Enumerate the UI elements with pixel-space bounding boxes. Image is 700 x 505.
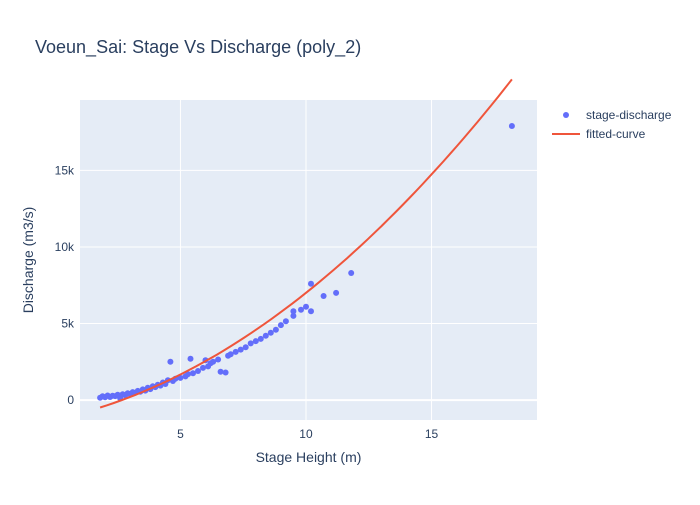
data-point — [247, 340, 254, 347]
y-tick-label: 10k — [55, 240, 75, 254]
y-tick-label: 5k — [61, 317, 75, 331]
data-point — [195, 368, 201, 374]
y-tick-label: 0 — [67, 393, 74, 407]
chart-title: Voeun_Sai: Stage Vs Discharge (poly_2) — [35, 37, 361, 58]
x-tick-label: 10 — [299, 427, 313, 441]
legend-marker — [563, 112, 569, 118]
data-point — [167, 358, 174, 365]
axes: 5 10 15 0 5k 10k 15k — [55, 163, 439, 441]
data-point — [185, 371, 191, 378]
data-point — [333, 289, 340, 296]
data-point — [277, 322, 284, 329]
data-point — [267, 329, 274, 336]
data-point — [200, 364, 206, 371]
series-layer — [97, 78, 515, 409]
gridlines — [80, 100, 537, 420]
legend-item-fitted-curve[interactable]: fitted-curve — [552, 127, 646, 141]
data-point — [508, 123, 515, 129]
data-point — [187, 355, 194, 362]
data-point — [308, 308, 314, 315]
data-point — [298, 306, 304, 313]
data-point — [308, 280, 314, 287]
y-axis-title: Discharge (m3/s) — [20, 207, 36, 314]
data-point — [272, 326, 279, 333]
data-point — [237, 346, 244, 353]
data-point — [290, 308, 297, 315]
data-point — [190, 370, 196, 377]
legend-item-stage-discharge[interactable]: stage-discharge — [563, 108, 672, 122]
data-point — [262, 332, 269, 339]
data-point — [242, 344, 249, 351]
data-point — [320, 293, 327, 299]
legend-label: stage-discharge — [586, 108, 672, 122]
data-point — [215, 356, 222, 363]
data-point — [348, 270, 355, 276]
y-tick-label: 15k — [55, 163, 75, 177]
data-point — [177, 374, 184, 381]
series-fitted-curve — [99, 78, 513, 409]
data-point — [282, 318, 289, 325]
data-point — [227, 351, 234, 358]
data-point — [290, 312, 297, 319]
data-point — [257, 335, 264, 342]
data-point — [217, 368, 224, 375]
x-axis-title: Stage Height (m) — [256, 449, 362, 465]
data-point — [210, 358, 217, 365]
x-tick-label: 15 — [425, 427, 439, 441]
plot-area — [80, 100, 537, 420]
x-tick-label: 5 — [177, 427, 184, 441]
data-point — [252, 338, 259, 345]
data-point — [222, 369, 229, 376]
data-point — [232, 348, 239, 355]
data-point — [303, 303, 309, 310]
legend-label: fitted-curve — [586, 127, 646, 141]
legend[interactable]: stage-discharge fitted-curve — [552, 108, 672, 141]
